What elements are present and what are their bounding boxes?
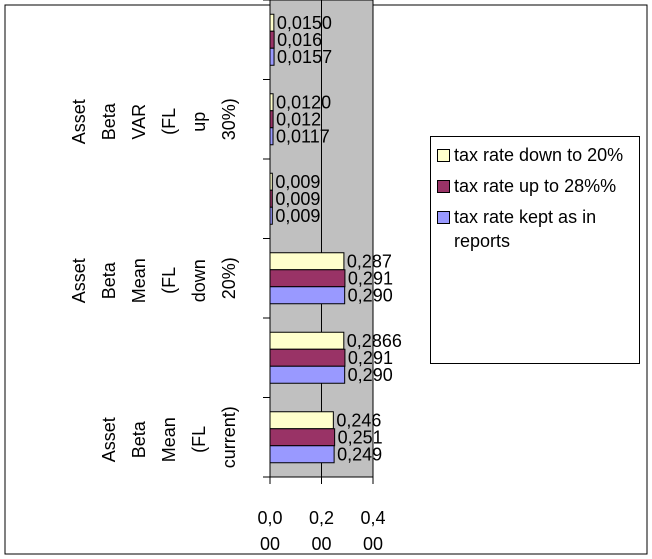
data-label: 0,0157 xyxy=(277,47,332,67)
bar xyxy=(269,47,275,66)
data-label: 0,287 xyxy=(347,251,392,271)
x-tick-label: 0,000 xyxy=(257,508,283,554)
bar xyxy=(269,93,274,112)
legend-label: tax rate up to 28%% xyxy=(454,176,617,196)
data-label: 0,009 xyxy=(275,172,320,192)
legend-swatch xyxy=(437,180,450,193)
legend-item: tax rate down to 20% xyxy=(435,143,635,167)
data-label: 0,0150 xyxy=(277,13,332,33)
bar xyxy=(269,13,275,32)
data-label: 0,291 xyxy=(348,268,393,288)
bar xyxy=(269,445,335,464)
bar xyxy=(269,348,346,367)
x-tick-label: 0,400 xyxy=(360,508,386,554)
y-tick-label: Asset Beta Mean (FL current) xyxy=(99,406,239,468)
bar xyxy=(269,252,345,271)
legend-label: tax rate down to 20% xyxy=(454,145,624,165)
bar xyxy=(269,286,346,305)
data-label: 0,251 xyxy=(338,427,383,447)
bar xyxy=(269,172,273,191)
data-label: 0,009 xyxy=(275,189,320,209)
y-tick-label: Asset Beta VAR (FL up 30%) xyxy=(69,94,239,144)
legend-swatch xyxy=(437,149,450,162)
legend-label: tax rate kept as in reports xyxy=(454,207,597,251)
data-label: 0,0117 xyxy=(276,126,330,146)
data-label: 0,016 xyxy=(277,30,322,50)
bar xyxy=(269,269,346,288)
bar xyxy=(269,30,275,49)
bar xyxy=(269,411,334,430)
bar xyxy=(269,110,274,129)
data-label: 0,012 xyxy=(276,109,321,129)
x-tick-label: 0,200 xyxy=(308,508,335,554)
data-label: 0,2866 xyxy=(347,331,402,351)
bar xyxy=(269,365,346,384)
data-label: 0,246 xyxy=(336,410,381,430)
data-label: 0,290 xyxy=(348,365,393,385)
bar xyxy=(269,189,273,208)
legend: tax rate down to 20% tax rate up to 28%% t… xyxy=(430,136,640,364)
bar xyxy=(269,331,345,350)
data-label: 0,290 xyxy=(348,285,393,305)
bar xyxy=(269,428,336,447)
bar xyxy=(269,127,274,146)
y-tick-label: Asset Beta Mean (FL down 20%) xyxy=(69,253,239,303)
legend-swatch xyxy=(437,211,450,224)
legend-item: tax rate kept as in reports xyxy=(435,205,635,253)
legend-item: tax rate up to 28%% xyxy=(435,174,635,198)
data-label: 0,249 xyxy=(337,444,382,464)
bar xyxy=(269,206,273,225)
data-label: 0,0120 xyxy=(276,92,331,112)
data-label: 0,291 xyxy=(348,348,393,368)
data-label: 0,009 xyxy=(275,206,320,226)
